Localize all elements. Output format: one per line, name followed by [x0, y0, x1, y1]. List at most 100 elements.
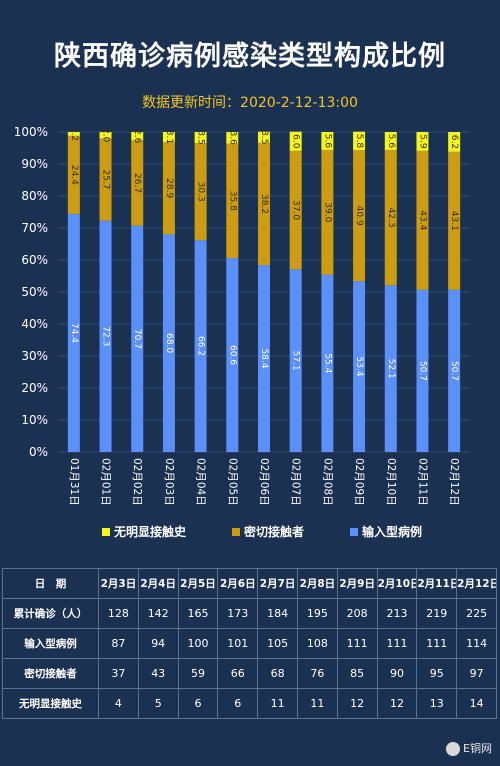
bar-segment [321, 149, 334, 275]
table-cell: 100 [177, 628, 219, 659]
table-cell: 111 [416, 628, 458, 659]
table-cell: 142 [137, 598, 179, 629]
bar-segment [194, 240, 207, 452]
table-date-header: 2月10日 [376, 568, 418, 599]
table-cell: 108 [296, 628, 338, 659]
table-cell: 13 [416, 688, 458, 719]
table-cell: 173 [217, 598, 259, 629]
data-label: 66.2 [196, 336, 206, 356]
data-label: 55.4 [322, 353, 332, 373]
legend-swatch [102, 528, 110, 536]
bar-segment [258, 131, 270, 143]
data-label: 1.2 [69, 127, 79, 141]
bar-segment [226, 132, 239, 144]
table-cell: 76 [296, 658, 338, 689]
x-tick-label: 02月09日 [353, 458, 365, 506]
table-cell: 43 [137, 658, 179, 689]
table-cell: 4 [98, 688, 139, 719]
bar-segment [131, 132, 144, 141]
bar-segment [226, 258, 239, 452]
y-tick-label: 0% [29, 445, 48, 459]
bar-segment [384, 149, 397, 286]
data-label: 40.9 [354, 206, 364, 226]
data-label: 5.6 [322, 134, 332, 149]
data-label: 25.7 [101, 169, 111, 189]
x-tick-label: 01月31日 [68, 458, 80, 506]
table-cell: 85 [336, 658, 378, 689]
data-table: 日 期 2月3日 2月4日 2月5日 2月6日 2月7日 2月8日 2月9日 2月10日 2月11… [2, 568, 497, 719]
bar-segment [321, 274, 334, 452]
y-tick-label: 60% [21, 253, 48, 267]
y-tick-label: 20% [21, 381, 48, 395]
data-label: 6.0 [291, 134, 301, 149]
x-tick-label: 02月08日 [321, 458, 333, 506]
data-label: 3.5 [196, 130, 206, 144]
bar-segment [99, 138, 112, 221]
table-cell: 11 [257, 688, 298, 719]
table-row-label: 密切接触者 [2, 658, 99, 689]
table-row: 无明显接触史 4 5 6 6 11 11 12 12 13 14 [2, 688, 497, 719]
table-row-label: 无明显接触史 [2, 688, 99, 719]
table-cell: 219 [416, 598, 458, 629]
legend-label: 输入型病例 [362, 524, 422, 539]
bar-segment [384, 132, 397, 150]
bar-segment [416, 132, 429, 151]
table-cell: 101 [217, 628, 259, 659]
data-label: 5.8 [354, 134, 364, 149]
table-date-header: 2月8日 [296, 568, 338, 599]
table-date-header: 2月4日 [137, 568, 179, 599]
table-date-header: 2月7日 [257, 568, 298, 599]
table-date-header: 2月6日 [217, 568, 259, 599]
data-label: 35.8 [227, 191, 237, 211]
data-label: 38.2 [259, 194, 269, 214]
data-label: 3.6 [227, 131, 237, 146]
bar-segment [67, 132, 80, 136]
y-tick-label: 10% [21, 413, 48, 427]
data-label: 50.7 [449, 361, 459, 381]
table-cell: 90 [376, 658, 418, 689]
update-time: 数据更新时间：2020-2-12-13:00 [142, 95, 358, 111]
data-label: 2.0 [101, 128, 111, 143]
table-cell: 184 [257, 598, 298, 629]
table-header-row: 日 期 2月3日 2月4日 2月5日 2月6日 2月7日 2月8日 2月9日 2月10日 2月11… [2, 568, 497, 599]
data-label: 2.6 [132, 129, 142, 144]
bar-segment [384, 285, 397, 452]
table-cell: 37 [98, 658, 139, 689]
data-label: 43.1 [449, 211, 459, 231]
y-tick-label: 100% [14, 125, 48, 139]
x-tick-label: 02月07日 [290, 458, 302, 506]
table-row-label: 输入型病例 [2, 628, 99, 659]
bar-segment [194, 143, 207, 241]
data-label: 3.5 [259, 130, 269, 144]
table-row: 累计确诊（人） 128 142 165 173 184 195 208 213 219 225 [2, 598, 497, 629]
table-cell: 12 [336, 688, 378, 719]
bar-segment [353, 281, 366, 452]
data-label: 68.0 [164, 333, 174, 353]
table-cell: 59 [177, 658, 219, 689]
table-cell: 225 [456, 598, 497, 629]
data-label: 5.9 [417, 134, 427, 149]
data-label: 37.0 [291, 200, 301, 220]
x-tick-label: 02月01日 [100, 458, 112, 506]
data-label: 53.4 [354, 357, 364, 377]
data-label: 6.2 [449, 135, 459, 149]
bar-segment [258, 142, 270, 266]
x-tick-label: 02月03日 [163, 458, 175, 506]
y-tick-label: 80% [21, 189, 48, 203]
table-row-label: 累计确诊（人） [2, 598, 99, 629]
table-cell: 105 [257, 628, 298, 659]
table-header-label: 日 期 [2, 568, 99, 599]
data-label: 26.7 [132, 173, 142, 193]
bar-segment [321, 132, 334, 150]
stacked-bar-chart: 0% 10% 20% 30% 40% 50% 60% 70% 80% 90% 100% 74.4 24.… [14, 125, 470, 539]
data-label: 42.3 [386, 208, 396, 228]
bar-segment [162, 132, 175, 142]
table-cell: 11 [296, 688, 338, 719]
table-cell: 195 [296, 598, 338, 629]
data-label: 52.1 [386, 359, 396, 379]
y-tick-label: 30% [21, 349, 48, 363]
watermark-label: E铜网 [463, 742, 492, 755]
bar-segment [448, 132, 461, 152]
data-label: 3.1 [164, 130, 174, 144]
bar-segment [194, 132, 207, 144]
